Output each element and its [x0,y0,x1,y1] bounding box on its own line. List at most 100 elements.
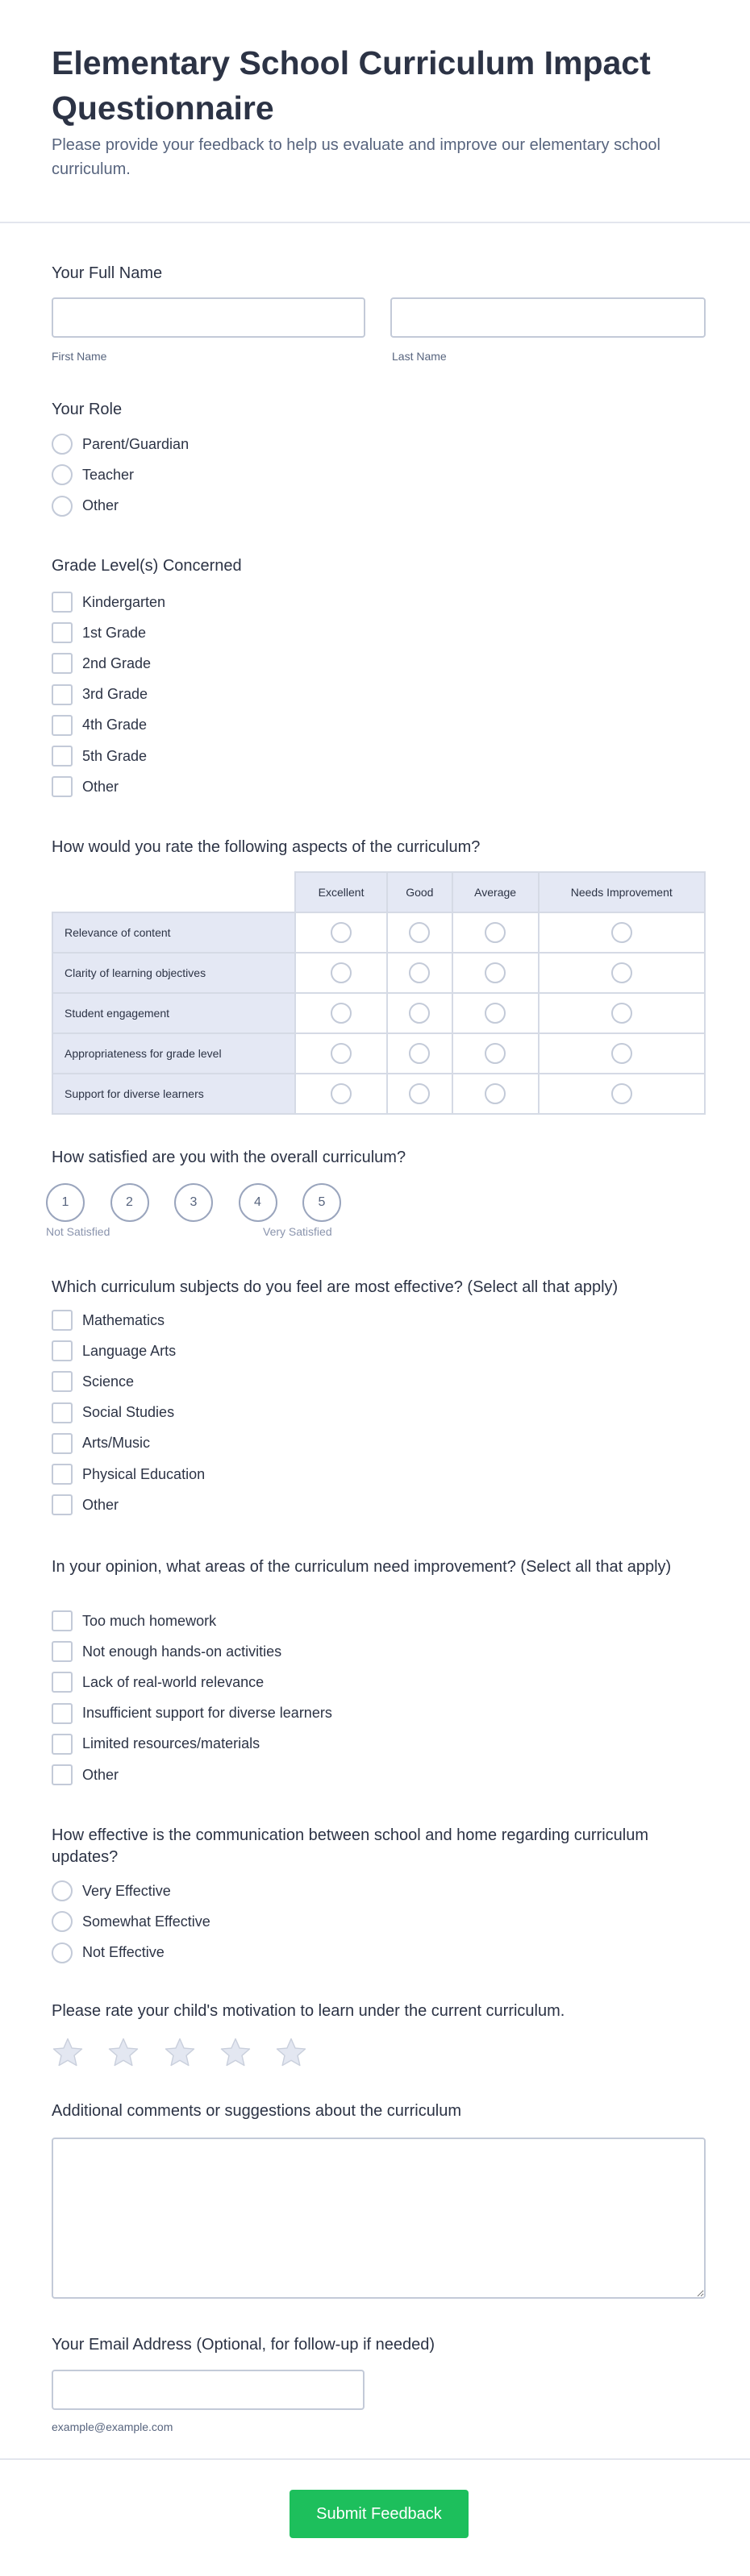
radio-button[interactable] [610,1083,632,1104]
checkbox[interactable] [52,1432,73,1454]
checkbox[interactable] [52,1494,73,1516]
improvement-option[interactable]: Not enough hands-on activities [52,1639,281,1664]
star-icon[interactable] [274,2036,308,2070]
grades-option[interactable]: 1st Grade [52,621,146,645]
grades-option[interactable]: 3rd Grade [52,683,148,707]
subjects-option[interactable]: Physical Education [52,1462,205,1486]
star-icon[interactable] [219,2036,252,2070]
checkbox[interactable] [52,1733,73,1755]
radio-button[interactable] [485,922,506,943]
improvement-option[interactable]: Insufficient support for diverse learner… [52,1701,332,1726]
checkbox[interactable] [52,653,73,675]
checkbox[interactable] [52,776,73,798]
matrix-cell[interactable] [537,1073,706,1115]
matrix-cell[interactable] [451,1032,540,1074]
radio-button[interactable] [409,922,431,943]
subjects-option[interactable]: Mathematics [52,1308,165,1332]
checkbox[interactable] [52,683,73,705]
radio-button[interactable] [610,922,632,943]
improvement-option[interactable]: Other [52,1763,119,1787]
radio-button[interactable] [52,1942,73,1963]
grades-option[interactable]: 4th Grade [52,713,147,737]
matrix-cell[interactable] [294,992,388,1034]
radio-button[interactable] [52,495,73,517]
improvement-option[interactable]: Lack of real-world relevance [52,1670,264,1694]
star-icon[interactable] [106,2036,140,2070]
radio-button[interactable] [331,1043,352,1064]
matrix-cell[interactable] [294,912,388,954]
radio-button[interactable] [52,1880,73,1901]
matrix-cell[interactable] [385,952,453,994]
matrix-cell[interactable] [294,952,388,994]
scale-option-1[interactable]: 1 [46,1183,85,1222]
matrix-cell[interactable] [451,952,540,994]
radio-button[interactable] [610,1043,632,1064]
subjects-option[interactable]: Social Studies [52,1401,174,1425]
role-option[interactable]: Parent/Guardian [52,432,189,456]
email-input[interactable] [52,2370,365,2410]
checkbox[interactable] [52,1672,73,1693]
radio-button[interactable] [331,962,352,983]
subjects-option[interactable]: Arts/Music [52,1431,150,1456]
matrix-cell[interactable] [385,1073,453,1115]
scale-option-3[interactable]: 3 [174,1183,213,1222]
subjects-option[interactable]: Language Arts [52,1339,176,1363]
checkbox[interactable] [52,592,73,613]
star-icon[interactable] [51,2036,85,2070]
radio-button[interactable] [610,962,632,983]
grades-option[interactable]: 2nd Grade [52,651,151,675]
communication-option[interactable]: Somewhat Effective [52,1909,210,1934]
checkbox[interactable] [52,746,73,767]
matrix-cell[interactable] [294,1032,388,1074]
matrix-cell[interactable] [451,912,540,954]
checkbox[interactable] [52,1310,73,1331]
matrix-cell[interactable] [537,912,706,954]
checkbox[interactable] [52,1610,73,1631]
scale-option-4[interactable]: 4 [238,1183,277,1222]
matrix-cell[interactable] [451,992,540,1034]
grades-option[interactable]: Other [52,775,119,799]
improvement-option[interactable]: Limited resources/materials [52,1732,260,1756]
improvement-option[interactable]: Too much homework [52,1609,216,1633]
checkbox[interactable] [52,1464,73,1485]
checkbox[interactable] [52,1702,73,1724]
checkbox[interactable] [52,1402,73,1423]
first-name-input[interactable] [52,297,365,338]
matrix-cell[interactable] [294,1073,388,1115]
grades-option[interactable]: Kindergarten [52,590,165,614]
scale-option-2[interactable]: 2 [110,1183,149,1222]
radio-button[interactable] [485,1043,506,1064]
communication-option[interactable]: Very Effective [52,1879,171,1903]
matrix-cell[interactable] [385,912,453,954]
radio-button[interactable] [485,962,506,983]
role-option[interactable]: Teacher [52,463,134,487]
role-option[interactable]: Other [52,494,119,518]
checkbox[interactable] [52,1764,73,1785]
radio-button[interactable] [331,922,352,943]
last-name-input[interactable] [390,297,706,338]
radio-button[interactable] [331,1003,352,1024]
communication-option[interactable]: Not Effective [52,1941,165,1965]
checkbox[interactable] [52,1371,73,1393]
matrix-cell[interactable] [537,952,706,994]
matrix-cell[interactable] [451,1073,540,1115]
star-icon[interactable] [163,2036,197,2070]
radio-button[interactable] [485,1003,506,1024]
grades-option[interactable]: 5th Grade [52,744,147,768]
checkbox[interactable] [52,1340,73,1362]
radio-button[interactable] [52,1911,73,1933]
subjects-option[interactable]: Science [52,1369,134,1394]
radio-button[interactable] [409,1083,431,1104]
matrix-cell[interactable] [385,992,453,1034]
matrix-cell[interactable] [537,992,706,1034]
radio-button[interactable] [52,434,73,455]
radio-button[interactable] [409,1003,431,1024]
subjects-option[interactable]: Other [52,1493,119,1517]
checkbox[interactable] [52,1641,73,1663]
radio-button[interactable] [52,464,73,486]
scale-option-5[interactable]: 5 [302,1183,341,1222]
matrix-cell[interactable] [537,1032,706,1074]
submit-feedback-button[interactable]: Submit Feedback [290,2490,469,2538]
radio-button[interactable] [409,962,431,983]
checkbox[interactable] [52,714,73,736]
